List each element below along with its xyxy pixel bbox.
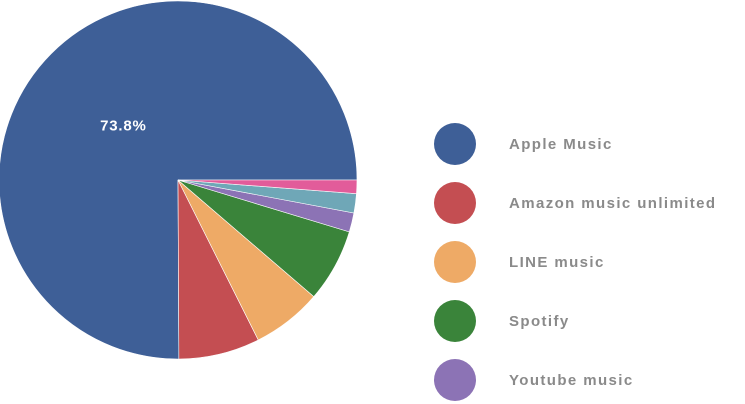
legend-label: Apple Music <box>509 136 613 153</box>
pie-slice-apple-music <box>0 0 358 360</box>
legend-label: Youtube music <box>509 372 634 389</box>
legend-marker <box>434 359 476 401</box>
legend-marker <box>434 241 476 283</box>
legend-marker <box>434 182 476 224</box>
legend-label: Spotify <box>509 313 570 330</box>
slice-data-label: 73.8% <box>100 118 147 135</box>
pie-data-labels: 73.8% <box>100 118 147 135</box>
pie-slices <box>0 0 358 360</box>
legend-marker <box>434 123 476 165</box>
legend-label: LINE music <box>509 254 605 271</box>
legend: Apple Music Amazon music unlimited LINE mu… <box>434 123 717 401</box>
legend-marker <box>434 300 476 342</box>
legend-label: Amazon music unlimited <box>509 195 717 212</box>
pie-slice-unlabeled-6 <box>177 179 358 195</box>
